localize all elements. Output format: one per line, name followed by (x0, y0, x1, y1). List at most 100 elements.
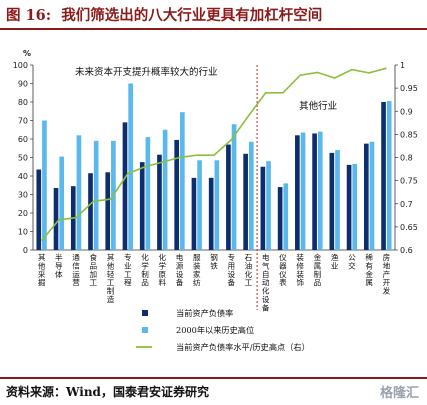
title-underline (0, 28, 427, 30)
legend-label-current: 当前资产负债率 (176, 308, 233, 318)
bar-current (139, 162, 145, 250)
x-category-label: 装修装饰 (296, 252, 304, 287)
x-category-label: 服装家纺 (193, 253, 201, 287)
bar-historical (197, 160, 202, 250)
figure-title-text: 我们筛选出的八大行业更具有加杠杆空间 (61, 7, 323, 24)
bar-current (122, 122, 128, 250)
x-category-label: 专用设备 (227, 252, 235, 287)
x-category-label: 钢铁 (210, 252, 218, 270)
bar-historical (162, 129, 168, 250)
legend-swatch-current (142, 310, 148, 316)
y2-tick-label: 0.85 (400, 130, 418, 139)
figure-title: 图 16: 我们筛选出的八大行业更具有加杠杆空间 (6, 4, 322, 25)
bar-current (105, 172, 111, 250)
x-category-label: 通信运营 (72, 252, 80, 287)
bar-historical (145, 137, 151, 250)
chart-bars (36, 83, 392, 250)
y-tick-label: 10 (18, 228, 28, 237)
y-tick-label: 30 (18, 191, 28, 200)
bar-current (312, 133, 317, 250)
bar-historical (59, 156, 65, 250)
bar-historical (42, 120, 47, 250)
bar-historical (283, 183, 289, 250)
x-category-label: 稀有金属 (365, 252, 373, 287)
annotation-right-group: 其他行业 (299, 100, 337, 112)
x-category-label: 金属制品 (314, 252, 322, 287)
bar-historical (317, 131, 323, 250)
y-tick-label: 40 (18, 172, 28, 181)
bar-historical (93, 140, 99, 250)
y2-tick-label: 0.9 (400, 107, 413, 116)
bar-historical (300, 132, 306, 250)
y-tick-label: 100 (13, 61, 28, 70)
x-category-label: 化学制品 (141, 252, 149, 287)
bar-historical (386, 101, 392, 250)
bar-current (363, 143, 369, 250)
y2-tick-label: 0.75 (400, 177, 418, 186)
bar-current (381, 102, 386, 250)
chart: 0 10 20 30 40 50 60 70 80 90 100% 0.6 0.65 0.7 0.75 0.8… (13, 49, 418, 352)
bar-current (346, 164, 352, 250)
bar-historical (180, 112, 185, 250)
bar-current (295, 135, 300, 250)
x-category-label: 化学原料 (158, 252, 166, 287)
bar-historical (214, 160, 220, 250)
ratio-series-line (40, 67, 387, 242)
bar-current (88, 173, 93, 250)
bar-current (260, 166, 266, 250)
y-unit-label: % (23, 49, 31, 58)
y-tick-label: 20 (18, 209, 28, 218)
bar-current (329, 152, 335, 250)
bar-historical (76, 135, 82, 250)
bar-historical (352, 163, 358, 250)
x-category-label: 电气自动化设备 (262, 252, 270, 312)
chart-axes: 0 10 20 30 40 50 60 70 80 90 100% 0.6 0.65 0.7 0.75 0.8… (13, 49, 418, 310)
x-category-label: 渔业 (331, 252, 339, 270)
bar-current (53, 188, 59, 250)
legend-swatch-historical (142, 327, 148, 333)
figure-label: 图 16: (6, 7, 52, 24)
bar-current (174, 139, 180, 250)
x-category-label: 其他轻工制造 (107, 253, 115, 304)
x-category-label: 房地产开发 (383, 252, 391, 296)
x-category-label: 其他采掘 (38, 253, 46, 287)
bar-historical (128, 83, 133, 250)
x-category-label: 仪器仪表 (279, 253, 287, 287)
y2-tick-label: 0.95 (400, 84, 418, 93)
bar-current (157, 154, 162, 250)
y-tick-label: 50 (18, 154, 28, 163)
bar-current (36, 169, 42, 250)
y2-tick-label: 1 (400, 61, 405, 70)
bar-historical (369, 141, 375, 250)
y2-tick-label: 0.8 (400, 154, 413, 163)
x-category-label: 电源设备 (176, 252, 184, 287)
y2-tick-label: 0.7 (400, 200, 413, 209)
bar-current (243, 153, 248, 250)
bar-current (208, 177, 214, 250)
bar-current (226, 144, 231, 250)
y2-tick-label: 0.6 (400, 246, 413, 255)
bar-historical (248, 141, 254, 250)
legend-label-ratio: 当前资产负债率水平/历史高点（右） (176, 342, 310, 352)
y-tick-label: 60 (18, 135, 28, 144)
chart-labels: 其他采掘 半导体 通信运营 食品加工 其他轻工制造 专业工程 化学制品 化学原料 电源设备 服装家… (38, 66, 391, 312)
bar-historical (266, 161, 271, 250)
y-tick-label: 80 (18, 98, 28, 107)
bar-current (277, 187, 283, 250)
watermark-logo: 格隆汇 (379, 386, 419, 401)
y-tick-label: 0 (23, 246, 28, 255)
bar-current (191, 177, 197, 250)
legend-label-historical: 2000年以来历史高位 (176, 325, 254, 335)
y-tick-label: 70 (18, 117, 28, 126)
x-category-label: 石油化工 (245, 253, 253, 287)
x-category-label: 公交 (348, 253, 356, 270)
source-note: 资料来源：Wind，国泰君安证券研究 (6, 385, 209, 399)
y-tick-label: 90 (18, 80, 28, 89)
bar-historical (231, 124, 237, 250)
chart-ratio-line (40, 67, 387, 242)
x-category-label: 半导体 (55, 252, 63, 279)
annotation-left-group: 未来资本开支提升概率较大的行业 (75, 66, 218, 78)
x-category-label: 食品加工 (90, 252, 98, 287)
y2-tick-label: 0.65 (400, 223, 418, 232)
